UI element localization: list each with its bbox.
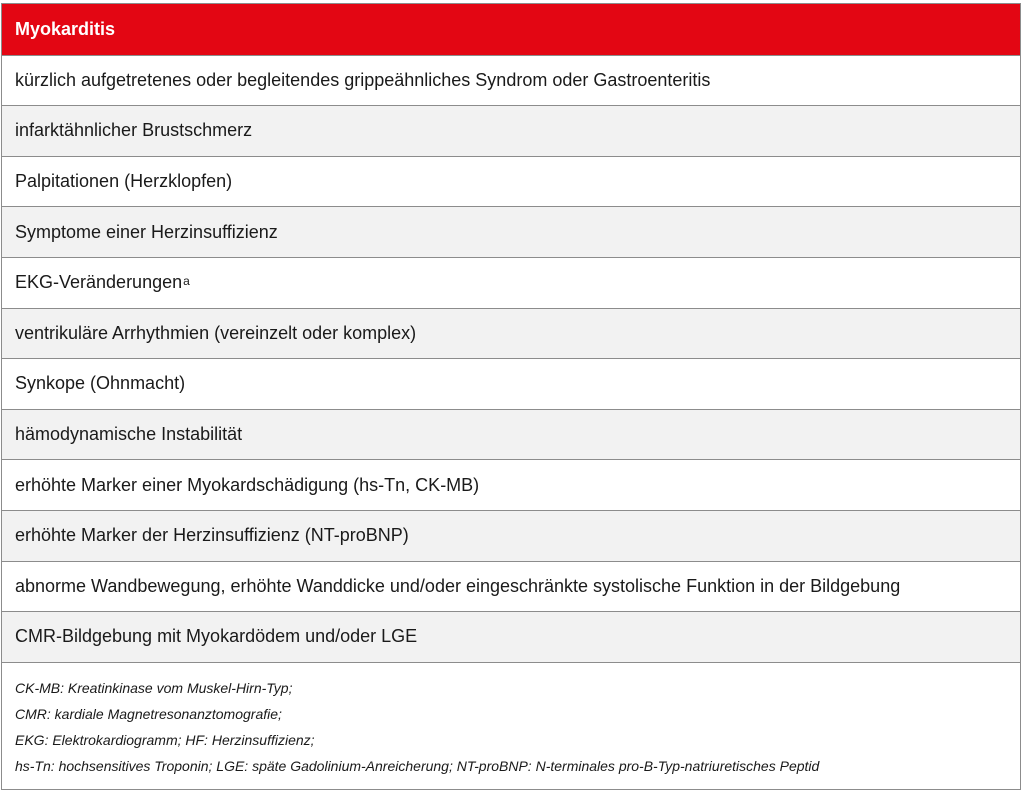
row-text: infarktähnlicher Brustschmerz <box>15 120 253 141</box>
table-row: Palpitationen (Herzklopfen) <box>2 155 1020 207</box>
table-row: EKG-Veränderungen a <box>2 256 1020 308</box>
footnote: CK-MB: Kreatinkinase vom Muskel-Hirn-Typ… <box>15 679 293 696</box>
table-row: erhöhte Marker einer Myokardschädigung (… <box>2 459 1020 510</box>
table-row: Synkope (Ohnmacht) <box>2 358 1020 409</box>
footnotes: CK-MB: Kreatinkinase vom Muskel-Hirn-Typ… <box>2 661 1020 789</box>
row-text: hämodynamische Instabilität <box>15 424 243 445</box>
row-text: erhöhte Marker der Herzinsuffizienz (NT-… <box>15 525 409 546</box>
footnote: CMR: kardiale Magnetresonanztomografie; <box>15 705 282 722</box>
table-row: CMR-Bildgebung mit Myokardödem und/oder … <box>2 611 1020 662</box>
table-row: Symptome einer Herzinsuffizienz <box>2 206 1020 257</box>
superscript: a <box>183 273 190 288</box>
table-row: ventrikuläre Arrhythmien (vereinzelt ode… <box>2 307 1020 359</box>
row-text: kürzlich aufgetretenes oder begleitendes… <box>15 69 711 90</box>
row-text: Symptome einer Herzinsuffizienz <box>15 221 278 242</box>
table: Myokarditis kürzlich aufgetretenes oder … <box>1 3 1021 790</box>
footnote: hs-Tn: hochsensitives Troponin; LGE: spä… <box>15 757 820 774</box>
table-row: hämodynamische Instabilität <box>2 408 1020 460</box>
row-text: CMR-Bildgebung mit Myokardödem und/oder … <box>15 626 418 647</box>
row-text: Synkope (Ohnmacht) <box>15 373 186 394</box>
table-row: kürzlich aufgetretenes oder begleitendes… <box>2 54 1020 106</box>
table-row: infarktähnlicher Brustschmerz <box>2 105 1020 156</box>
row-text: ventrikuläre Arrhythmien (vereinzelt ode… <box>15 322 417 343</box>
table-row: abnorme Wandbewegung, erhöhte Wanddicke … <box>2 560 1020 612</box>
row-text: erhöhte Marker einer Myokardschädigung (… <box>15 474 480 495</box>
table-row: erhöhte Marker der Herzinsuffizienz (NT-… <box>2 509 1020 561</box>
table-header: Myokarditis <box>2 4 1020 55</box>
row-text: abnorme Wandbewegung, erhöhte Wanddicke … <box>15 575 901 596</box>
row-text: Palpitationen (Herzklopfen) <box>15 171 233 192</box>
row-text: EKG-Veränderungen <box>15 272 183 293</box>
footnote: EKG: Elektrokardiogramm; HF: Herzinsuffi… <box>15 731 315 748</box>
